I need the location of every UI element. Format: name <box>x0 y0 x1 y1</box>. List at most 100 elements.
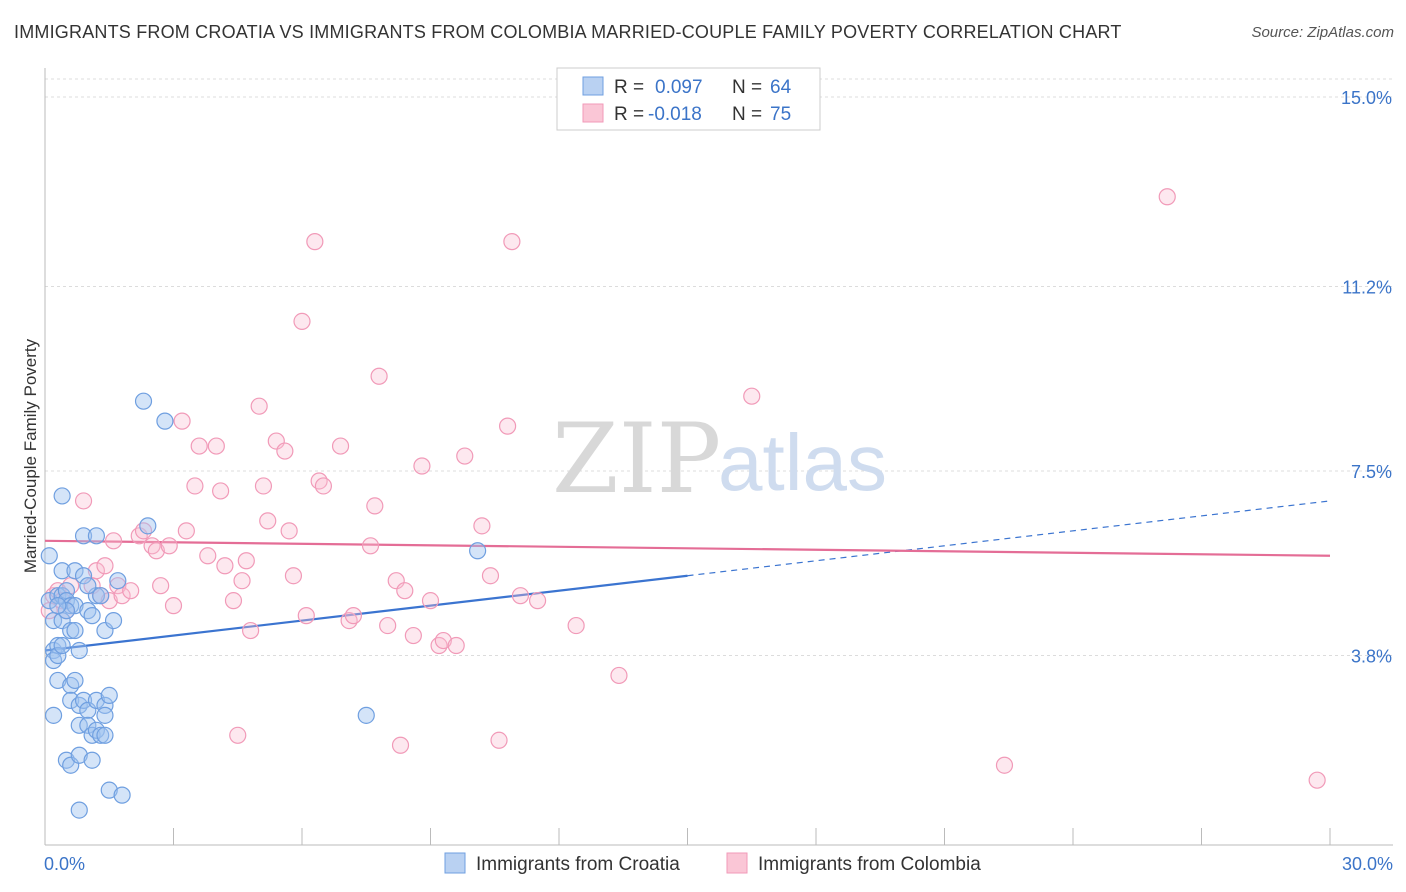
colombia-point[interactable] <box>190 437 208 455</box>
croatia-point[interactable] <box>357 706 375 724</box>
colombia-point[interactable] <box>610 666 628 685</box>
colombia-point[interactable] <box>109 577 127 595</box>
croatia-point[interactable] <box>62 621 80 640</box>
croatia-point[interactable] <box>49 587 67 605</box>
colombia-point[interactable] <box>473 517 491 535</box>
colombia-point[interactable] <box>391 736 410 754</box>
colombia-point[interactable] <box>104 532 123 550</box>
bottom-legend-colombia[interactable]: Immigrants from Colombia <box>758 854 981 875</box>
colombia-point[interactable] <box>331 437 350 455</box>
colombia-point[interactable] <box>207 437 225 455</box>
colombia-point[interactable] <box>567 616 585 635</box>
croatia-point[interactable] <box>100 781 118 799</box>
croatia-point[interactable] <box>70 641 88 660</box>
colombia-point[interactable] <box>503 233 521 251</box>
croatia-point[interactable] <box>104 611 123 630</box>
croatia-point[interactable] <box>70 801 88 819</box>
colombia-point[interactable] <box>511 587 530 605</box>
croatia-point[interactable] <box>66 671 84 690</box>
croatia-point[interactable] <box>53 487 71 505</box>
bottom-legend-croatia[interactable]: Immigrants from Croatia <box>476 854 680 875</box>
colombia-point[interactable] <box>74 492 93 510</box>
croatia-point[interactable] <box>87 691 106 709</box>
colombia-point[interactable] <box>413 457 431 475</box>
colombia-point[interactable] <box>344 607 362 625</box>
colombia-point[interactable] <box>743 387 761 405</box>
croatia-point[interactable] <box>62 691 80 709</box>
bottom-legend-swatch-croatia[interactable] <box>444 852 466 874</box>
colombia-point[interactable] <box>87 562 106 580</box>
colombia-point[interactable] <box>528 592 547 610</box>
colombia-point[interactable] <box>259 512 277 530</box>
colombia-point[interactable] <box>199 547 217 565</box>
colombia-point[interactable] <box>242 621 260 640</box>
croatia-point[interactable] <box>44 706 63 724</box>
colombia-point[interactable] <box>421 592 440 610</box>
colombia-point[interactable] <box>177 522 195 540</box>
croatia-point[interactable] <box>53 562 71 580</box>
colombia-point[interactable] <box>250 397 268 415</box>
colombia-point[interactable] <box>379 616 397 635</box>
croatia-point[interactable] <box>96 696 114 714</box>
colombia-point[interactable] <box>361 537 380 555</box>
croatia-point[interactable] <box>100 686 118 705</box>
croatia-point[interactable] <box>40 547 58 565</box>
croatia-point[interactable] <box>156 412 174 430</box>
colombia-point[interactable] <box>490 731 508 749</box>
bottom-legend-swatch-colombia[interactable] <box>726 852 748 874</box>
colombia-point[interactable] <box>396 582 414 600</box>
colombia-point[interactable] <box>293 312 311 330</box>
croatia-point[interactable] <box>83 751 101 769</box>
croatia-point[interactable] <box>53 636 71 655</box>
croatia-point[interactable] <box>92 587 110 605</box>
colombia-point[interactable] <box>370 367 388 385</box>
colombia-point[interactable] <box>276 442 294 460</box>
colombia-point[interactable] <box>481 567 500 585</box>
croatia-point[interactable] <box>57 602 76 620</box>
croatia-point[interactable] <box>66 562 84 580</box>
croatia-point[interactable] <box>70 746 88 764</box>
colombia-point[interactable] <box>216 557 234 575</box>
croatia-point[interactable] <box>74 527 93 545</box>
croatia-point[interactable] <box>49 646 67 665</box>
croatia-point[interactable] <box>469 542 487 560</box>
colombia-point[interactable] <box>456 447 474 465</box>
colombia-point[interactable] <box>499 417 517 435</box>
croatia-point[interactable] <box>79 716 97 734</box>
croatia-point[interactable] <box>49 671 67 690</box>
croatia-point[interactable] <box>87 527 106 545</box>
croatia-point[interactable] <box>79 577 97 595</box>
colombia-point[interactable] <box>212 482 230 500</box>
colombia-point[interactable] <box>1158 188 1176 206</box>
colombia-point[interactable] <box>122 582 140 600</box>
colombia-point[interactable] <box>186 477 204 495</box>
croatia-point[interactable] <box>49 597 67 615</box>
colombia-point[interactable] <box>152 577 170 595</box>
colombia-point[interactable] <box>229 726 247 744</box>
croatia-point[interactable] <box>66 621 84 640</box>
colombia-point[interactable] <box>280 522 298 540</box>
colombia-point[interactable] <box>164 597 183 615</box>
colombia-point[interactable] <box>297 607 315 625</box>
colombia-point[interactable] <box>404 626 422 645</box>
colombia-point[interactable] <box>314 477 333 495</box>
colombia-point[interactable] <box>96 557 114 575</box>
colombia-point[interactable] <box>237 552 255 570</box>
colombia-point[interactable] <box>160 537 178 555</box>
croatia-point[interactable] <box>109 572 127 590</box>
croatia-point[interactable] <box>49 636 67 655</box>
colombia-point[interactable] <box>995 756 1014 774</box>
croatia-point[interactable] <box>74 567 93 585</box>
croatia-point[interactable] <box>113 786 131 804</box>
colombia-point[interactable] <box>306 233 324 251</box>
colombia-point[interactable] <box>447 636 465 655</box>
colombia-point[interactable] <box>254 477 273 495</box>
croatia-point[interactable] <box>83 607 101 625</box>
croatia-point[interactable] <box>96 706 114 724</box>
colombia-point[interactable] <box>366 497 384 515</box>
colombia-point[interactable] <box>284 567 303 585</box>
croatia-point[interactable] <box>74 691 93 709</box>
croatia-point[interactable] <box>92 726 110 744</box>
croatia-point[interactable] <box>66 597 84 615</box>
croatia-point[interactable] <box>139 517 157 535</box>
